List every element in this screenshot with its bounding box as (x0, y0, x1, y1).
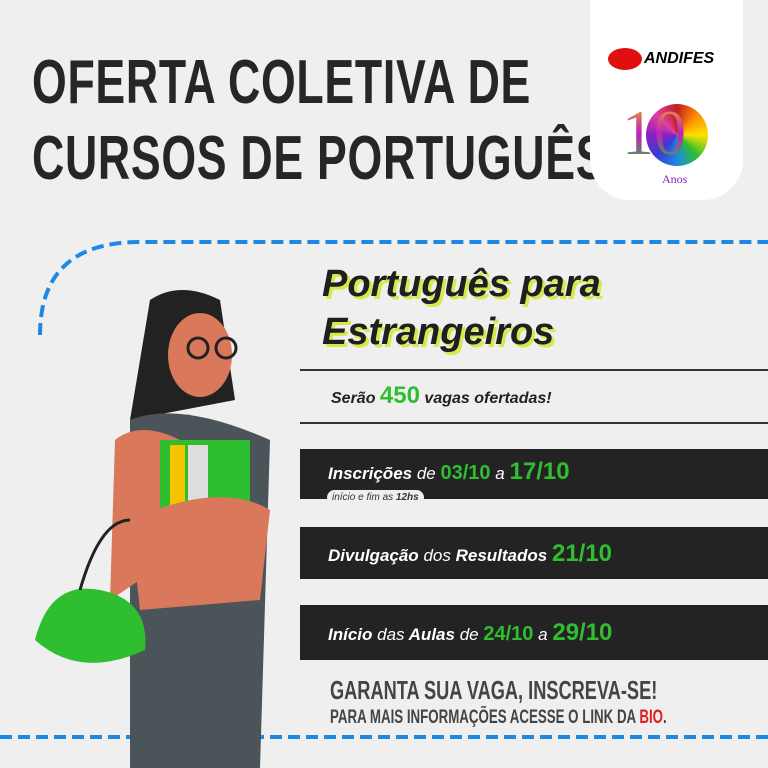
note-time: 12hs (395, 492, 419, 503)
results-text: Divulgação dos Resultados 21/10 (328, 540, 612, 570)
word-dos: dos (423, 546, 451, 565)
woman-illustration (35, 290, 270, 768)
course-title-line-2: Estrangeiros (322, 311, 555, 353)
word-a: a (538, 625, 548, 644)
registration-text: Inscrições de 03/10 a 17/10 (328, 458, 570, 488)
andifes-logo: ANDIFES (608, 48, 714, 70)
vacancies-suffix: vagas ofertadas! (424, 390, 552, 407)
vacancies-prefix: Serão (331, 390, 376, 407)
title-line-2: CURSOS DE PORTUGUÊS (32, 124, 607, 193)
classes-start: 24/10 (483, 623, 534, 645)
logo-panel: ANDIFES 10 Anos (590, 0, 743, 200)
results-band (300, 527, 768, 579)
divider (300, 422, 768, 424)
classes-label2: Aulas (408, 625, 455, 644)
note-prefix: início e fim as (332, 492, 394, 503)
title-line-1: OFERTA COLETIVA DE (32, 48, 532, 117)
ten-years-logo: 10 Anos (622, 97, 712, 186)
divider (300, 369, 768, 371)
andifes-mark (608, 48, 642, 70)
bio-link[interactable]: BIO (639, 707, 664, 728)
registration-start: 03/10 (440, 462, 491, 484)
vacancies-count: 450 (379, 382, 420, 409)
course-title-line-1: Português para (322, 263, 601, 305)
word-de: de (459, 625, 479, 644)
anos-text: Anos (662, 172, 688, 186)
results-label: Divulgação (328, 546, 419, 565)
classes-band (300, 605, 768, 660)
results-date: 21/10 (551, 540, 613, 567)
footer-info: PARA MAIS INFORMAÇÕES ACESSE O LINK DA B… (330, 707, 667, 728)
andifes-text: ANDIFES (644, 50, 715, 67)
results-label2: Resultados (455, 546, 548, 565)
ten-number: 10 (622, 97, 686, 168)
classes-end: 29/10 (552, 619, 613, 646)
flower-mark (646, 104, 708, 166)
footer-dot: . (663, 707, 667, 728)
word-de: de (416, 464, 436, 483)
word-a: a (495, 464, 505, 483)
word-das: das (377, 625, 405, 644)
footer-cta: GARANTA SUA VAGA, INSCREVA-SE! (330, 675, 658, 705)
registration-label: Inscrições (328, 464, 413, 483)
footer-info-text: PARA MAIS INFORMAÇÕES ACESSE O LINK DA (330, 707, 636, 728)
classes-text: Início das Aulas de 24/10 a 29/10 (328, 619, 612, 649)
registration-end: 17/10 (509, 458, 570, 485)
classes-label: Início (328, 625, 373, 644)
vacancies-text: Serão 450 vagas ofertadas! (331, 382, 552, 410)
registration-note: início e fim as 12hs (327, 490, 424, 505)
